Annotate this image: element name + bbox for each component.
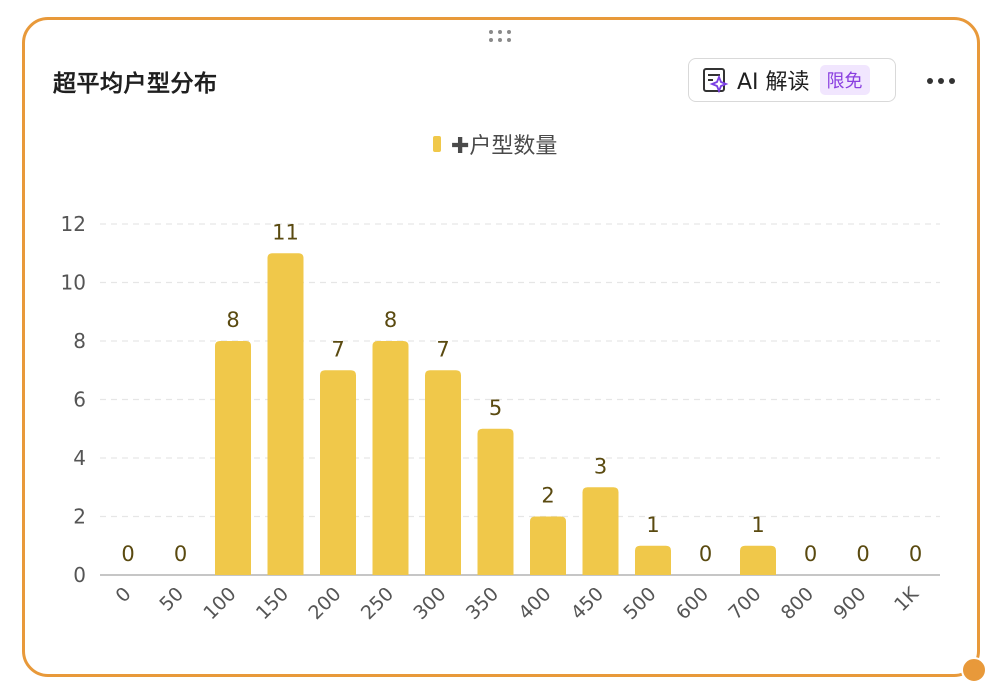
- data-label: 5: [489, 396, 502, 420]
- x-tick-label: 150: [252, 583, 293, 624]
- data-label: 0: [856, 542, 869, 566]
- data-label: 2: [541, 484, 554, 508]
- y-tick-label: 4: [73, 446, 86, 470]
- legend-swatch: [433, 136, 441, 152]
- bar: [530, 516, 566, 575]
- data-label: 0: [909, 542, 922, 566]
- y-tick-label: 2: [73, 505, 86, 529]
- y-tick-label: 8: [73, 329, 86, 353]
- bar: [477, 428, 514, 575]
- x-tick-label: 350: [462, 583, 503, 624]
- data-label: 7: [331, 337, 344, 361]
- x-tick-label: 800: [777, 583, 818, 624]
- x-tick-label: 50: [155, 583, 188, 616]
- bar: [320, 370, 356, 575]
- x-tick-label: 0: [111, 583, 135, 607]
- x-tick-label: 600: [672, 583, 713, 624]
- ai-button-label: AI 解读: [737, 70, 810, 95]
- bar: [215, 341, 251, 575]
- data-label: 0: [174, 542, 187, 566]
- bar: [425, 370, 461, 575]
- ai-sparkle-icon: [703, 68, 729, 94]
- more-options-icon[interactable]: [925, 78, 957, 86]
- free-badge: 限免: [819, 65, 870, 95]
- x-tick-label: 100: [199, 583, 240, 624]
- y-tick-label: 12: [61, 212, 86, 236]
- x-tick-label: 500: [619, 583, 660, 624]
- data-label: 1: [646, 513, 659, 537]
- x-tick-label: 300: [409, 583, 450, 624]
- data-label: 1: [751, 513, 764, 537]
- legend-series-name: ✚户型数量: [451, 134, 558, 159]
- drag-handle-icon[interactable]: [489, 28, 513, 44]
- resize-handle[interactable]: [961, 657, 987, 683]
- card-title: 超平均户型分布: [53, 71, 218, 97]
- x-tick-label: 250: [357, 583, 398, 624]
- bar: [372, 341, 409, 575]
- y-tick-label: 10: [61, 271, 86, 295]
- x-tick-label: 700: [724, 583, 765, 624]
- bar: [267, 253, 304, 575]
- bar: [635, 545, 671, 575]
- x-tick-label: 1K: [890, 583, 923, 616]
- data-label: 0: [121, 542, 134, 566]
- data-label: 8: [384, 308, 397, 332]
- x-tick-label: 400: [514, 583, 555, 624]
- x-tick-label: 450: [567, 583, 608, 624]
- x-tick-label: 200: [304, 583, 345, 624]
- data-label: 0: [699, 542, 712, 566]
- data-label: 8: [226, 308, 239, 332]
- bar: [740, 545, 776, 575]
- bar: [582, 487, 619, 575]
- data-label: 11: [272, 220, 299, 244]
- data-label: 0: [804, 542, 817, 566]
- x-tick-label: 900: [829, 583, 870, 624]
- data-label: 3: [594, 454, 607, 478]
- data-label: 7: [436, 337, 449, 361]
- y-tick-label: 6: [73, 388, 86, 412]
- ai-interpret-button[interactable]: AI 解读 限免: [688, 58, 896, 102]
- y-tick-label: 0: [73, 563, 86, 587]
- chart-legend[interactable]: ✚户型数量: [433, 128, 557, 160]
